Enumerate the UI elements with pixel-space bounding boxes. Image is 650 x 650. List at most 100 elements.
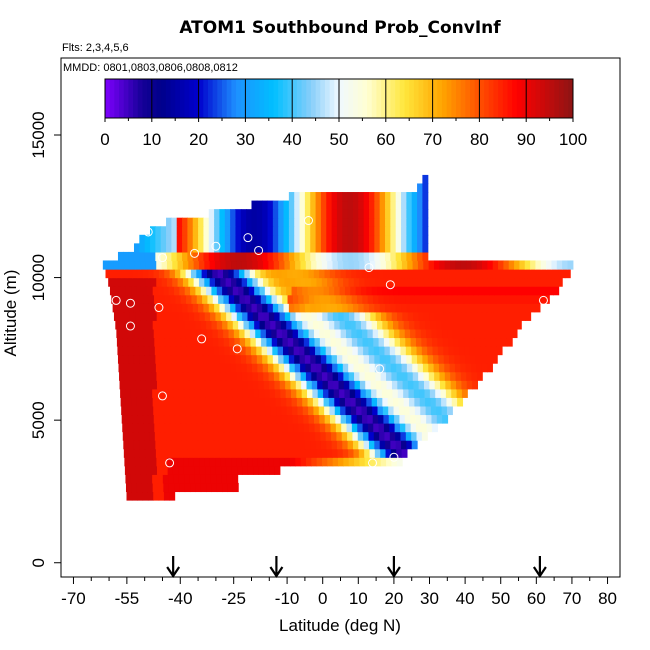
heat-cell (312, 397, 319, 407)
heat-cell (349, 380, 356, 390)
heat-cell (204, 260, 211, 270)
heat-cell (152, 397, 159, 407)
heat-cell (321, 260, 328, 270)
heat-cell (190, 405, 197, 416)
heat-cell (155, 354, 162, 364)
heat-cell (154, 294, 160, 304)
heat-cell (428, 363, 435, 373)
heat-cell (170, 431, 177, 441)
heat-cell (198, 217, 205, 227)
heat-cell (399, 414, 406, 424)
heat-cell (201, 328, 208, 339)
heat-cell (178, 388, 185, 398)
heat-cell (183, 380, 190, 390)
heat-cell (336, 251, 343, 262)
heat-cell (222, 482, 229, 493)
heat-cell (336, 209, 343, 219)
heat-cell (203, 440, 210, 450)
heat-cell (230, 234, 237, 244)
heat-cell (258, 380, 265, 390)
heat-cell (300, 448, 307, 458)
heat-cell (164, 423, 171, 433)
heat-cell (358, 251, 365, 262)
heat-cell (395, 440, 402, 450)
heat-cell (433, 260, 440, 270)
heat-cell (166, 243, 172, 253)
heat-cell (306, 311, 313, 321)
heat-cell (283, 303, 290, 313)
heat-cell (223, 414, 230, 424)
heat-cell (411, 431, 418, 441)
heat-cell (460, 371, 467, 381)
heat-cell (219, 226, 226, 236)
heat-cell (232, 286, 239, 296)
heat-cell (263, 311, 270, 321)
heat-cell (224, 234, 231, 244)
heat-cell (374, 217, 381, 227)
heat-cell (422, 174, 429, 185)
heat-cell (293, 346, 300, 356)
heat-cell (252, 363, 258, 373)
heat-cell (278, 303, 285, 313)
heat-cell (278, 440, 285, 450)
heat-cell (140, 457, 147, 467)
heat-cell (342, 243, 349, 253)
heat-cell (408, 388, 415, 398)
heat-cell (155, 440, 162, 450)
heat-cell (115, 320, 122, 330)
colorbar-swatch (526, 79, 532, 118)
heat-cell (401, 251, 407, 262)
heat-cell (315, 303, 322, 313)
heat-cell (145, 363, 152, 373)
heat-cell (362, 294, 369, 304)
heat-cell (280, 397, 287, 407)
heat-cell (358, 226, 365, 236)
heat-cell (314, 337, 321, 347)
heat-cell (458, 294, 465, 304)
heat-cell (368, 303, 375, 313)
heat-cell (140, 277, 147, 287)
heat-cell (142, 269, 149, 279)
heat-cell (519, 260, 526, 270)
heat-cell (196, 328, 203, 339)
heat-cell (294, 209, 301, 219)
heat-cell (226, 388, 233, 398)
heat-cell (323, 397, 330, 407)
heat-cell (327, 457, 334, 467)
heat-cell (363, 354, 370, 364)
heat-cell (201, 269, 208, 279)
heat-cell (210, 388, 217, 398)
heat-cell (395, 226, 402, 236)
heat-cell (342, 251, 349, 262)
heat-cell (133, 251, 140, 262)
heat-cell (193, 448, 200, 458)
heat-cell (304, 354, 311, 364)
heat-cell (219, 363, 226, 373)
heat-cell (242, 380, 249, 390)
heat-cell (264, 286, 271, 296)
heat-cell (166, 260, 173, 270)
heat-cell (284, 277, 291, 287)
heat-cell (348, 371, 355, 381)
heat-cell (159, 328, 166, 339)
heat-cell (224, 440, 231, 450)
heat-cell (567, 260, 574, 270)
heat-cell (213, 431, 220, 441)
heat-cell (336, 200, 343, 210)
heat-cell (347, 192, 354, 202)
heat-cell (385, 192, 391, 202)
heat-cell (331, 303, 338, 313)
heat-cell (268, 260, 275, 270)
heat-cell (353, 363, 360, 373)
heat-cell (510, 320, 517, 330)
heat-cell (224, 226, 231, 236)
x-axis-label: Latitude (deg N) (279, 616, 401, 635)
heat-cell (113, 311, 120, 321)
heat-cell (281, 405, 288, 416)
heat-cell (224, 431, 231, 441)
heat-cell (282, 337, 289, 347)
heat-cell (320, 200, 327, 210)
heat-cell (160, 354, 167, 364)
heat-cell (313, 405, 320, 416)
heat-cell (233, 328, 240, 339)
